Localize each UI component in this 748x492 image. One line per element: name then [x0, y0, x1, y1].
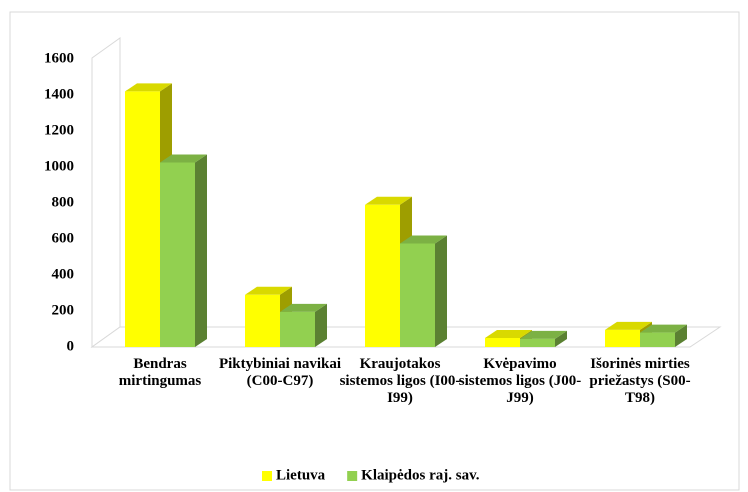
x-tick-label: Piktybiniai navikai (C00-C97)	[218, 356, 342, 389]
x-tick-label: Kraujotakos sistemos ligos (I00-I99)	[339, 356, 461, 406]
x-tick-label: Išorinės mirties priežastys (S00-T98)	[589, 356, 691, 406]
x-tick-label-box: Kraujotakos sistemos ligos (I00-I99)	[339, 356, 461, 406]
bar-top	[400, 235, 447, 244]
bar-top	[125, 83, 172, 92]
back-wall	[91, 37, 121, 348]
bar-top	[160, 154, 207, 163]
bar	[280, 303, 327, 347]
y-tick-label: 200	[52, 302, 75, 318]
x-tick-label-box: Piktybiniai navikai (C00-C97)	[218, 356, 342, 389]
bar-top	[485, 330, 532, 338]
legend-label: Klaipėdos raj. sav.	[361, 467, 480, 483]
x-tick-label-box: Bendras mirtingumas	[118, 356, 202, 389]
bar	[640, 324, 687, 347]
bar-front	[125, 91, 160, 348]
bar	[400, 235, 447, 347]
y-tick-label: 1000	[44, 158, 74, 174]
bar-front	[245, 294, 280, 347]
bar-top	[280, 303, 327, 312]
bar-front	[605, 329, 640, 347]
bar-front	[520, 338, 555, 347]
bar-top	[520, 330, 567, 339]
legend-label: Lietuva	[276, 467, 326, 483]
legend-swatch	[262, 471, 272, 481]
bar-top	[365, 196, 412, 205]
bar-top	[245, 286, 292, 295]
bar-side	[675, 324, 687, 347]
y-tick-label: 0	[67, 338, 75, 354]
bar-top	[605, 321, 652, 330]
bar-top	[640, 324, 687, 333]
bar-front	[485, 338, 520, 347]
bar-front	[280, 311, 315, 347]
y-tick-label: 800	[52, 194, 75, 210]
bar-side	[195, 154, 207, 347]
bar-side	[315, 303, 327, 347]
bar-front	[365, 204, 400, 347]
y-tick-label: 400	[52, 266, 75, 282]
y-tick-label: 1400	[44, 86, 74, 102]
y-tick-label: 1200	[44, 122, 74, 138]
x-tick-label-box: Išorinės mirties priežastys (S00-T98)	[589, 356, 691, 406]
bar-side	[555, 330, 567, 347]
bar-front	[400, 243, 435, 347]
y-tick-label: 1600	[44, 50, 74, 66]
bar	[520, 330, 567, 347]
x-tick-label: Kvėpavimo sistemos ligos (J00-J99)	[458, 356, 582, 406]
legend-swatch	[347, 471, 358, 481]
bar	[160, 154, 207, 347]
x-tick-label: Bendras mirtingumas	[118, 356, 202, 389]
bar-front	[160, 162, 195, 347]
bar-side	[435, 235, 447, 347]
x-tick-label-box: Kvėpavimo sistemos ligos (J00-J99)	[458, 356, 582, 406]
bar-front	[640, 332, 675, 347]
y-tick-label: 600	[52, 230, 75, 246]
